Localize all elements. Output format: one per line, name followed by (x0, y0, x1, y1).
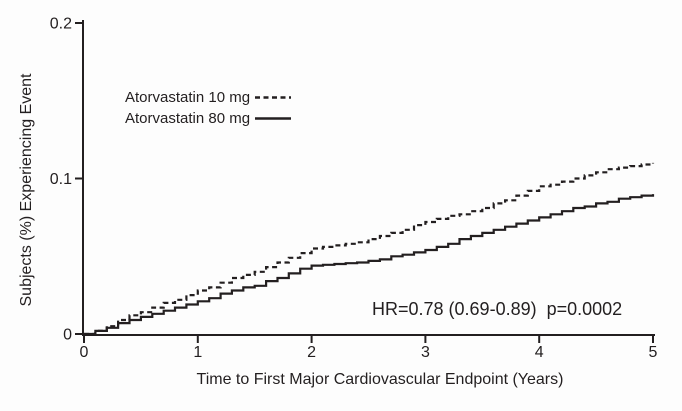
x-axis-title: Time to First Major Cardiovascular Endpo… (196, 371, 564, 388)
y-tick-label: 0.2 (50, 16, 72, 33)
legend-label-atorvastatin-10mg: Atorvastatin 10 mg (125, 89, 251, 106)
x-tick-label: 0 (80, 344, 89, 361)
solid-line-sample-icon (255, 117, 292, 120)
legend: Atorvastatin 10 mg Atorvastatin 80 mg (125, 87, 292, 129)
hazard-ratio-annotation: HR=0.78 (0.69-0.89) p=0.0002 (372, 299, 623, 319)
x-tick-label: 2 (307, 344, 316, 361)
legend-item-atorvastatin-80mg: Atorvastatin 80 mg (125, 108, 292, 129)
legend-item-atorvastatin-10mg: Atorvastatin 10 mg (125, 87, 292, 108)
dashed-line-sample-icon (255, 96, 292, 99)
y-tick-label: 0.1 (50, 171, 72, 188)
y-tick-label: 0 (63, 327, 72, 344)
y-axis-title: Subjects (%) Experiencing Event (18, 73, 35, 307)
x-tick-label: 5 (649, 344, 658, 361)
x-tick-label: 4 (535, 344, 544, 361)
legend-label-atorvastatin-80mg: Atorvastatin 80 mg (125, 110, 251, 127)
x-tick-label: 1 (193, 344, 202, 361)
x-tick-label: 3 (421, 344, 430, 361)
series-line-atorvastatin-80-mg (84, 194, 655, 336)
